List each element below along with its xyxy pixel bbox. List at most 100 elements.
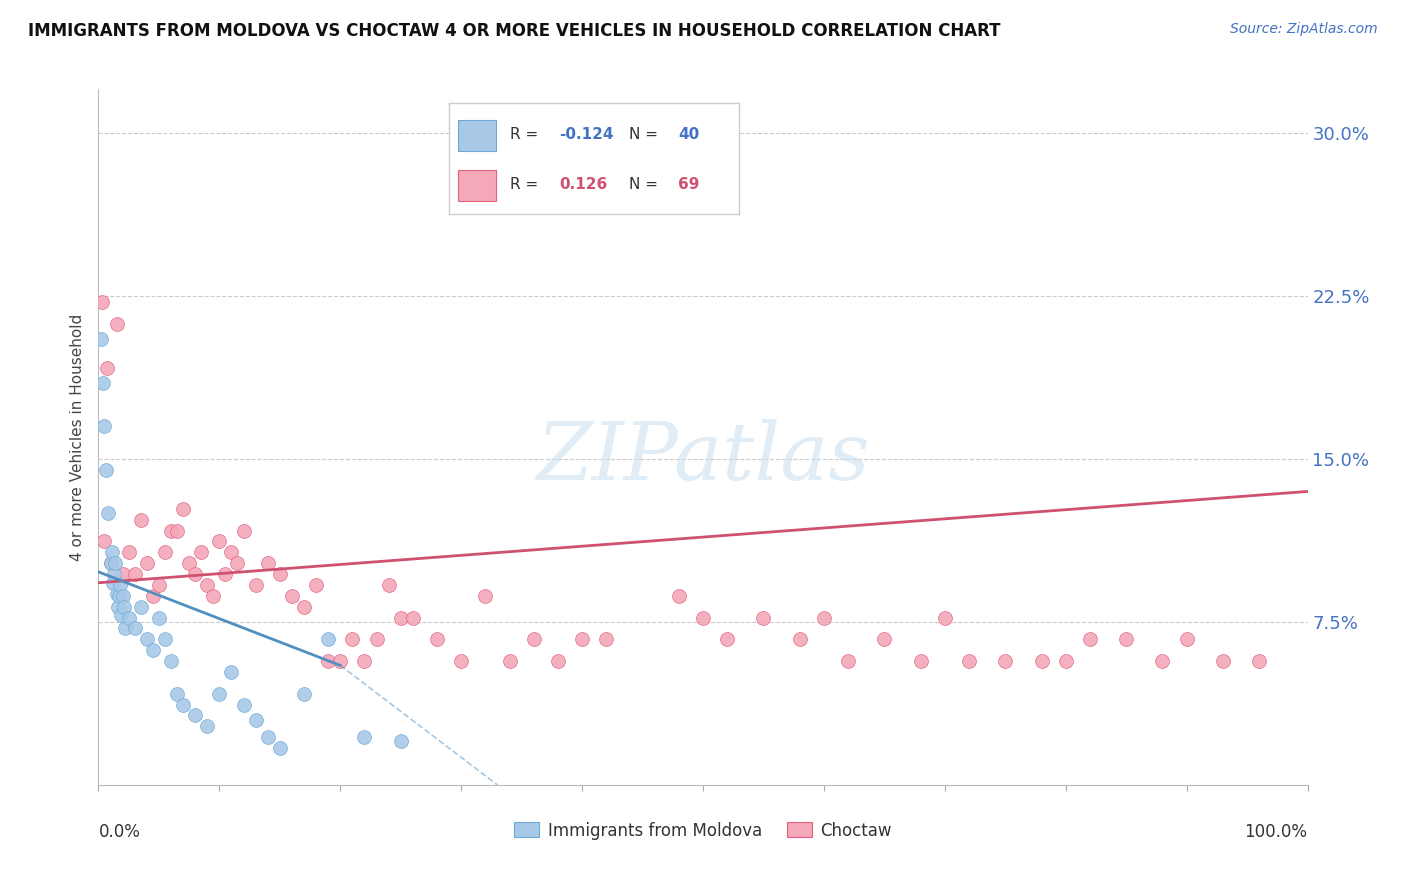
Point (256, 556, 278, 570)
Point (668, 589, 690, 603)
Point (129, 513, 152, 527)
Point (202, 589, 225, 603)
Point (118, 610, 141, 624)
Point (402, 610, 425, 624)
Text: 100.0%: 100.0% (1244, 823, 1308, 841)
Point (474, 589, 496, 603)
Point (148, 610, 170, 624)
Point (93, 419, 115, 434)
Point (245, 713, 267, 727)
Point (110, 608, 132, 623)
Point (111, 589, 134, 603)
Point (389, 610, 412, 624)
Point (184, 567, 207, 582)
Point (837, 654, 859, 668)
Point (118, 545, 141, 559)
Point (316, 654, 339, 668)
Point (498, 654, 520, 668)
Point (129, 599, 152, 614)
Legend: Immigrants from Moldova, Choctaw: Immigrants from Moldova, Choctaw (508, 815, 898, 847)
Point (426, 632, 449, 647)
Point (292, 687, 315, 701)
Point (1175, 632, 1198, 647)
Point (214, 567, 236, 582)
Point (221, 665, 243, 679)
Point (547, 654, 569, 668)
Point (571, 632, 593, 647)
Point (104, 556, 127, 570)
Point (523, 632, 546, 647)
Point (148, 578, 170, 592)
Point (595, 632, 617, 647)
Point (90, 332, 112, 346)
Point (142, 589, 165, 603)
Point (208, 687, 231, 701)
Point (135, 556, 157, 570)
Point (366, 632, 388, 647)
Point (389, 734, 412, 748)
Text: 0.0%: 0.0% (98, 823, 141, 841)
Point (96, 360, 118, 375)
Point (153, 632, 176, 647)
Point (353, 654, 375, 668)
Point (329, 654, 352, 668)
Y-axis label: 4 or more Vehicles in Household: 4 or more Vehicles in Household (70, 313, 86, 561)
Text: IMMIGRANTS FROM MOLDOVA VS CHOCTAW 4 OR MORE VEHICLES IN HOUSEHOLD CORRELATION C: IMMIGRANTS FROM MOLDOVA VS CHOCTAW 4 OR … (28, 22, 1001, 40)
Point (91, 295, 114, 310)
Point (100, 556, 122, 570)
Point (256, 730, 278, 744)
Point (91, 376, 114, 390)
Point (166, 687, 188, 701)
Point (179, 556, 201, 570)
Point (1152, 654, 1174, 668)
Point (108, 578, 131, 592)
Point (450, 654, 472, 668)
Point (281, 589, 304, 603)
Point (101, 575, 124, 590)
Point (994, 654, 1017, 668)
Point (172, 501, 194, 516)
Point (166, 524, 188, 538)
Point (789, 632, 811, 647)
Point (1212, 654, 1234, 668)
Point (1031, 654, 1053, 668)
Point (94, 463, 117, 477)
Point (1115, 632, 1137, 647)
Point (112, 599, 135, 614)
Point (103, 567, 125, 582)
Point (873, 632, 896, 647)
Point (934, 610, 956, 624)
Point (184, 708, 207, 723)
Point (957, 654, 980, 668)
Point (97, 506, 120, 520)
Point (226, 556, 249, 570)
Point (353, 730, 375, 744)
Point (305, 578, 328, 592)
Point (316, 632, 339, 647)
Point (142, 643, 165, 657)
Point (208, 534, 231, 549)
Point (105, 587, 128, 601)
Point (124, 621, 146, 635)
Point (377, 578, 399, 592)
Point (135, 632, 157, 647)
Point (1078, 632, 1101, 647)
Point (153, 545, 176, 559)
Point (195, 578, 218, 592)
Point (160, 654, 183, 668)
Point (269, 567, 291, 582)
Point (107, 599, 129, 614)
Point (910, 654, 932, 668)
Point (631, 186, 654, 201)
Point (1249, 654, 1271, 668)
Point (692, 610, 714, 624)
Point (111, 567, 134, 582)
Point (813, 610, 835, 624)
Point (232, 524, 254, 538)
Point (752, 610, 775, 624)
Point (195, 719, 218, 733)
Point (232, 698, 254, 712)
Point (124, 567, 146, 582)
Point (716, 632, 738, 647)
Point (221, 545, 243, 559)
